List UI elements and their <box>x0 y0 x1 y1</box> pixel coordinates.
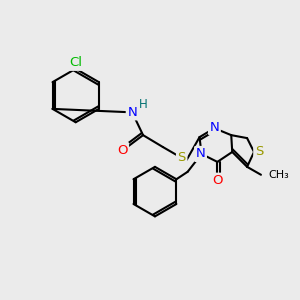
Text: S: S <box>178 152 186 164</box>
Text: S: S <box>255 146 263 158</box>
Text: O: O <box>212 174 223 187</box>
Text: Cl: Cl <box>69 56 82 69</box>
Text: N: N <box>127 106 137 119</box>
Text: N: N <box>209 121 219 134</box>
Text: CH₃: CH₃ <box>268 170 289 180</box>
Text: O: O <box>117 143 128 157</box>
Text: N: N <box>196 148 206 160</box>
Text: H: H <box>139 98 147 111</box>
